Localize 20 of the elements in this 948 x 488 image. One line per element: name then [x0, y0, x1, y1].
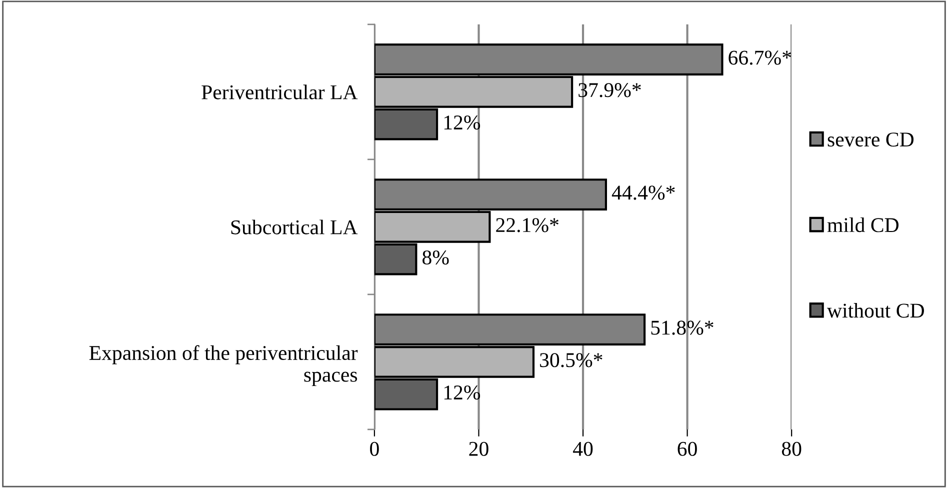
data-label: 51.8%*	[651, 320, 714, 335]
x-tick-label: 0	[370, 442, 379, 456]
x-tick-label: 20	[469, 442, 488, 456]
data-label: 12%	[444, 115, 480, 130]
data-label: 22.1%*	[496, 218, 558, 232]
data-label: 66.7%*	[728, 50, 792, 65]
legend-label: without CD	[827, 303, 924, 318]
y-tick-label: Expansion of the periventricular spaces	[89, 345, 358, 386]
legend-label: mild CD	[827, 217, 899, 232]
data-label: 37.9%*	[578, 83, 641, 98]
y-tick-label: Periventricular LA	[202, 84, 358, 100]
x-tick-label: 60	[678, 442, 697, 456]
data-label: 30.5%*	[540, 353, 602, 368]
legend-label: severe CD	[828, 132, 914, 147]
y-tick-label: Subcortical LA	[231, 220, 358, 234]
data-label: 8%	[422, 250, 449, 265]
x-tick-label: 80	[782, 442, 802, 456]
data-label: 44.4%*	[612, 186, 675, 200]
x-tick-label: 40	[573, 442, 593, 456]
data-label: 12%	[444, 385, 480, 400]
